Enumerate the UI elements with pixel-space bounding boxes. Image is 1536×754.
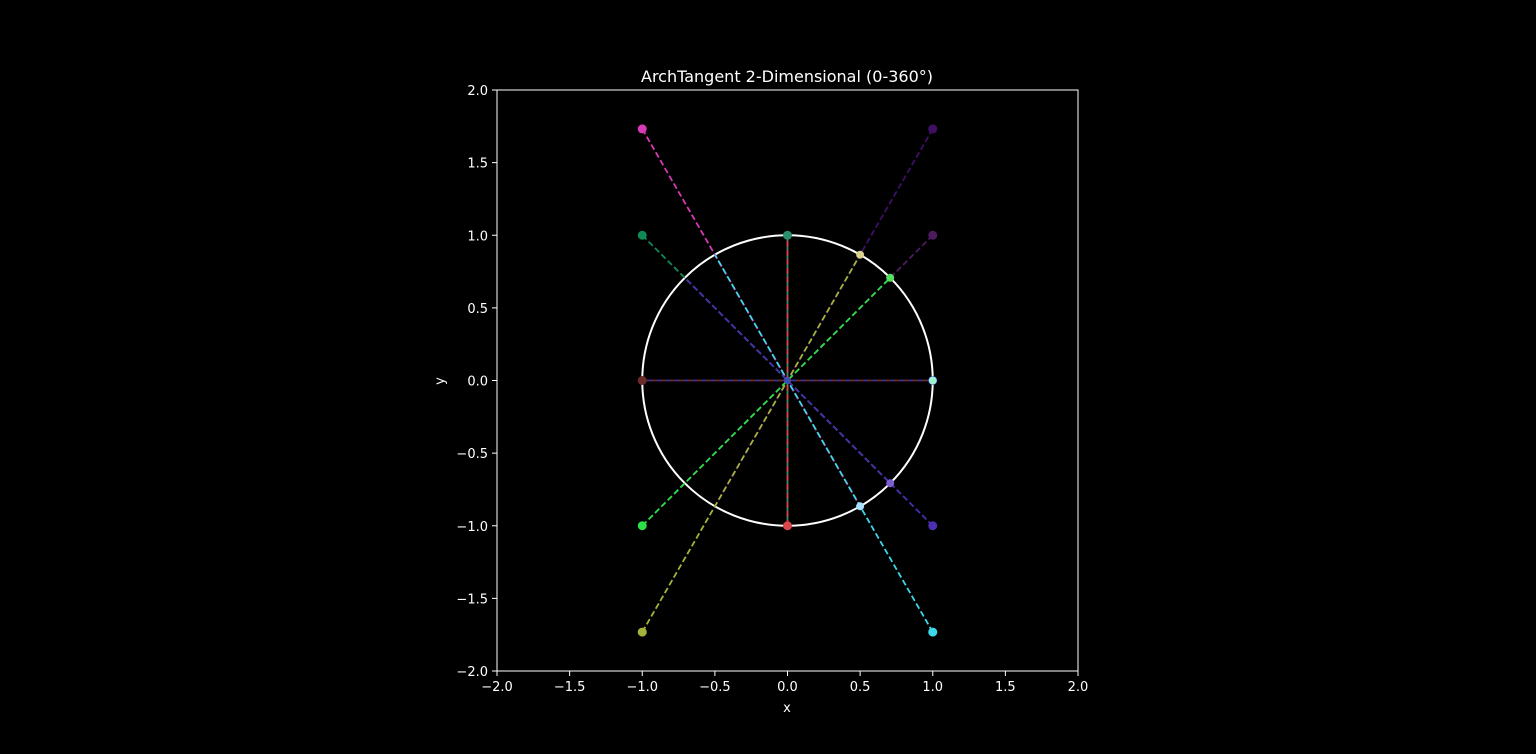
x-tick-label: 1.0 xyxy=(922,680,943,695)
x-tick-label: 1.5 xyxy=(995,680,1016,695)
y-tick-label: 1.0 xyxy=(467,229,488,244)
x-tick-label: 2.0 xyxy=(1068,680,1089,695)
circle-marker-cm-60 xyxy=(856,250,865,259)
origin-marker xyxy=(784,377,791,384)
y-axis-label: y xyxy=(433,377,448,385)
y-tick-label: −1.0 xyxy=(456,520,488,535)
x-tick-label: 0.0 xyxy=(777,680,798,695)
x-axis-ticks: −2.0 −1.5 −1.0 −0.5 0.0 0.5 1.0 1.5 2.0 xyxy=(481,671,1088,695)
plot-area xyxy=(496,89,1079,672)
x-tick-label: −1.5 xyxy=(554,680,586,695)
point-angle-45 xyxy=(928,230,938,240)
y-axis-ticks: −2.0 −1.5 −1.0 −0.5 0.0 0.5 1.0 1.5 2.0 xyxy=(456,84,497,680)
circle-marker-cm-0 xyxy=(928,376,937,385)
point-angle-120 xyxy=(637,124,647,134)
x-tick-label: −1.0 xyxy=(626,680,658,695)
point-angle-225 xyxy=(637,521,647,531)
point-angle-135 xyxy=(637,230,647,240)
y-tick-label: 1.5 xyxy=(467,157,488,172)
circle-marker-cm-300 xyxy=(856,502,865,511)
circle-marker-cm-45 xyxy=(886,273,895,282)
point-angle-270 xyxy=(783,521,792,531)
point-angle-60 xyxy=(928,124,938,134)
x-axis-label: x xyxy=(783,701,791,716)
point-angle-90 xyxy=(783,230,792,240)
chart-title: ArchTangent 2-Dimensional (0-360°) xyxy=(641,67,933,86)
point-angle-180 xyxy=(637,376,647,385)
dashed-line-angle-225 xyxy=(641,277,891,527)
point-angle-300 xyxy=(928,627,938,637)
y-tick-label: −0.5 xyxy=(456,447,488,462)
y-tick-label: −2.0 xyxy=(456,665,488,680)
x-tick-label: −0.5 xyxy=(699,680,731,695)
x-tick-label: 0.5 xyxy=(850,680,871,695)
dashed-line-angle-240 xyxy=(641,254,861,633)
point-angle-240 xyxy=(637,627,647,637)
y-tick-label: 2.0 xyxy=(467,84,488,99)
y-tick-label: −1.5 xyxy=(456,592,488,607)
dashed-line-angle-300 xyxy=(714,254,934,633)
y-tick-label: 0.5 xyxy=(467,302,488,317)
point-angle-315 xyxy=(928,521,938,531)
circle-marker-cm-315 xyxy=(886,479,895,488)
y-tick-label: 0.0 xyxy=(467,375,488,390)
x-tick-label: −2.0 xyxy=(481,680,513,695)
